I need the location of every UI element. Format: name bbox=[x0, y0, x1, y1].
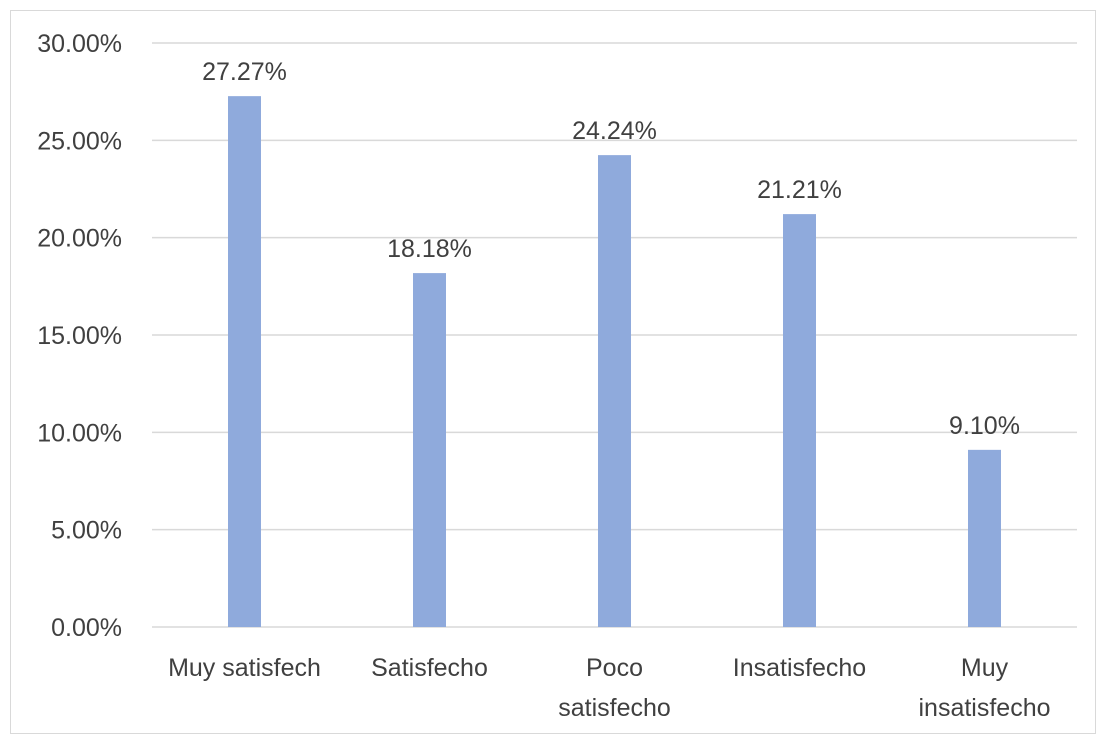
bar bbox=[598, 155, 631, 628]
data-labels: 27.27% 18.18% 24.24% 21.21% 9.10% bbox=[202, 58, 1020, 440]
data-label: 24.24% bbox=[572, 117, 657, 145]
data-label: 9.10% bbox=[949, 412, 1020, 440]
bar bbox=[413, 273, 446, 627]
chart-frame bbox=[10, 10, 1096, 734]
bar bbox=[228, 96, 261, 628]
y-tick-label: 25.00% bbox=[37, 127, 122, 155]
y-tick-label: 15.00% bbox=[37, 322, 122, 350]
x-axis-category-labels: Muy satisfech Satisfecho Poco satisfecho Ins… bbox=[168, 654, 1050, 722]
y-tick-label: 20.00% bbox=[37, 225, 122, 253]
category-label: Satisfecho bbox=[371, 654, 488, 682]
bars bbox=[228, 96, 1001, 628]
y-tick-label: 30.00% bbox=[37, 30, 122, 58]
bar bbox=[783, 214, 816, 627]
y-tick-label: 0.00% bbox=[51, 614, 122, 642]
data-label: 27.27% bbox=[202, 58, 287, 86]
data-label: 18.18% bbox=[387, 235, 472, 263]
bar bbox=[968, 449, 1001, 627]
y-tick-label: 10.00% bbox=[37, 419, 122, 447]
y-tick-label: 5.00% bbox=[51, 517, 122, 545]
y-axis-tick-labels: 0.00% 5.00% 10.00% 15.00% 20.00% 25.00% 30.00% bbox=[37, 30, 122, 642]
category-label: Muy insatisfecho bbox=[918, 654, 1050, 722]
category-label: Insatisfecho bbox=[733, 654, 866, 682]
category-label: Muy satisfech bbox=[168, 654, 321, 682]
data-label: 21.21% bbox=[757, 176, 842, 204]
category-label: Poco satisfecho bbox=[558, 654, 671, 722]
